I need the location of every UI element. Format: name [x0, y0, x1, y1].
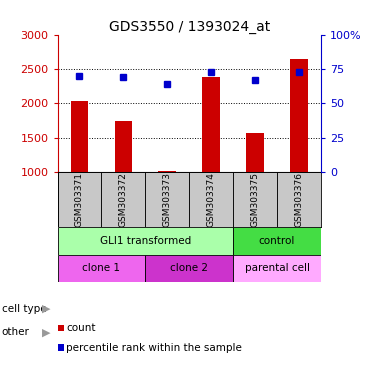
Text: cell type: cell type	[2, 304, 46, 314]
Bar	[101, 172, 145, 227]
Bar	[246, 132, 264, 172]
Text: GSM303374: GSM303374	[207, 172, 216, 227]
Bar	[58, 255, 145, 282]
Text: other: other	[2, 327, 30, 337]
Text: count: count	[66, 323, 96, 333]
Bar	[233, 227, 321, 255]
Text: parental cell: parental cell	[244, 263, 309, 273]
Bar	[58, 172, 101, 227]
Text: control: control	[259, 236, 295, 246]
Bar	[233, 255, 321, 282]
Text: GSM303373: GSM303373	[163, 172, 172, 227]
Text: clone 1: clone 1	[82, 263, 121, 273]
Bar	[277, 172, 321, 227]
Text: GSM303372: GSM303372	[119, 172, 128, 227]
Text: percentile rank within the sample: percentile rank within the sample	[66, 343, 242, 353]
Text: GSM303375: GSM303375	[250, 172, 260, 227]
Bar	[233, 172, 277, 227]
Bar	[71, 101, 88, 172]
Text: clone 2: clone 2	[170, 263, 208, 273]
Text: ▶: ▶	[42, 304, 50, 314]
Bar	[189, 172, 233, 227]
Bar	[115, 121, 132, 172]
Text: ▶: ▶	[42, 327, 50, 337]
Text: GLI1 transformed: GLI1 transformed	[100, 236, 191, 246]
Title: GDS3550 / 1393024_at: GDS3550 / 1393024_at	[109, 20, 270, 33]
Bar	[290, 59, 308, 172]
Text: GSM303371: GSM303371	[75, 172, 84, 227]
Text: GSM303376: GSM303376	[295, 172, 303, 227]
Bar	[58, 227, 233, 255]
Bar	[145, 255, 233, 282]
Bar	[203, 76, 220, 172]
Bar	[145, 172, 189, 227]
